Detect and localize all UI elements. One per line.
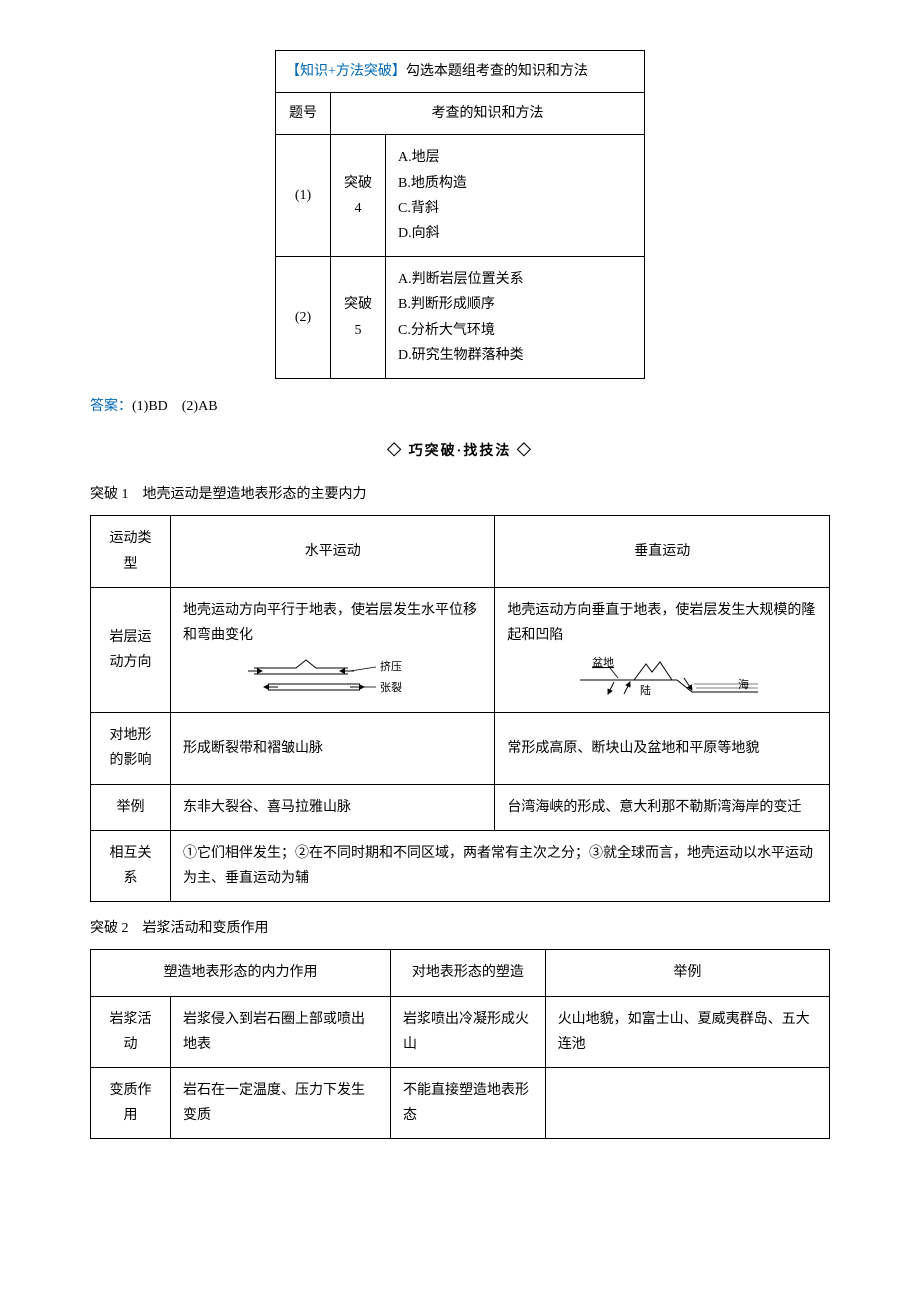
b1-col2: 水平运动: [171, 516, 495, 587]
b2-magma-label: 岩浆活动: [91, 996, 171, 1067]
col-header-method: 考查的知识和方法: [331, 93, 645, 135]
compress-label: 挤压: [380, 659, 402, 673]
section-title-text: 巧突破·找技法: [409, 444, 512, 459]
col-header-num: 题号: [276, 93, 331, 135]
knowledge-header-text: 勾选本题组考查的知识和方法: [406, 64, 588, 79]
basin-label: 盆地: [592, 655, 614, 669]
section-title: ◇ 巧突破·找技法 ◇: [90, 439, 830, 464]
b2-meta-desc: 岩石在一定温度、压力下发生变质: [171, 1067, 391, 1138]
r2-opt-d-text: 研究生物群落种类: [412, 348, 524, 363]
r1-opt-a-letter: A.: [398, 150, 412, 165]
b1-example-horiz: 东非大裂谷、喜马拉雅山脉: [171, 784, 495, 830]
horizontal-movement-diagram-icon: 挤压 张裂: [248, 654, 418, 698]
r2-opt-c-text: 分析大气环境: [411, 323, 495, 338]
row2-num: (2): [276, 257, 331, 379]
b2-col3: 举例: [545, 950, 829, 996]
knowledge-label: 【知识+方法突破】: [286, 64, 406, 79]
b1-col1: 运动类型: [91, 516, 171, 587]
b1-col3: 垂直运动: [495, 516, 830, 587]
r2-opt-c-letter: C.: [398, 323, 411, 338]
diamond-right-icon: ◇: [517, 444, 533, 459]
row2-break: 突破 5: [331, 257, 386, 379]
vertical-movement-diagram-icon: 盆地 陆 海: [562, 654, 762, 698]
r1-opt-d-letter: D.: [398, 226, 412, 241]
b2-magma-shape: 岩浆喷出冷凝形成火山: [391, 996, 546, 1067]
b1-effect-vert: 常形成高原、断块山及盆地和平原等地貌: [495, 713, 830, 784]
table1-header: 【知识+方法突破】勾选本题组考查的知识和方法: [276, 51, 645, 93]
b1-example-vert: 台湾海峡的形成、意大利那不勒斯湾海岸的变迁: [495, 784, 830, 830]
answer-content: (1)BD (2)AB: [132, 399, 218, 414]
b2-magma-example: 火山地貌，如富士山、夏威夷群岛、五大连池: [545, 996, 829, 1067]
r2-opt-a-letter: A.: [398, 272, 412, 287]
r2-opt-a-text: 判断岩层位置关系: [412, 272, 524, 287]
answer-line: 答案：(1)BD (2)AB: [90, 394, 830, 419]
answer-label: 答案：: [90, 399, 132, 414]
r1-opt-a-text: 地层: [412, 150, 440, 165]
b2-meta-label: 变质作用: [91, 1067, 171, 1138]
b1-relation-text: ①它们相伴发生；②在不同时期和不同区域，两者常有主次之分；③就全球而言，地壳运动…: [171, 830, 830, 901]
row1-break: 突破 4: [331, 135, 386, 257]
b1-direction-horiz-text: 地壳运动方向平行于地表，使岩层发生水平位移和弯曲变化: [183, 598, 482, 648]
r1-opt-c-text: 背斜: [411, 201, 439, 216]
b1-direction-label: 岩层运动方向: [91, 587, 171, 712]
row1-num: (1): [276, 135, 331, 257]
b1-direction-vert: 地壳运动方向垂直于地表，使岩层发生大规模的隆起和凹陷 盆地: [495, 587, 830, 712]
diamond-left-icon: ◇: [387, 444, 403, 459]
r1-opt-b-letter: B.: [398, 176, 411, 191]
break1-title: 突破 1 地壳运动是塑造地表形态的主要内力: [90, 482, 830, 507]
b1-direction-horiz: 地壳运动方向平行于地表，使岩层发生水平位移和弯曲变化: [171, 587, 495, 712]
land-label: 陆: [640, 683, 651, 697]
b2-col2: 对地表形态的塑造: [391, 950, 546, 996]
r1-opt-c-letter: C.: [398, 201, 411, 216]
b2-meta-shape: 不能直接塑造地表形态: [391, 1067, 546, 1138]
b1-effect-label: 对地形的影响: [91, 713, 171, 784]
r2-opt-b-letter: B.: [398, 297, 411, 312]
row1-options: A.地层 B.地质构造 C.背斜 D.向斜: [386, 135, 645, 257]
sea-label: 海: [738, 677, 749, 691]
b2-meta-example: [545, 1067, 829, 1138]
b2-col1: 塑造地表形态的内力作用: [91, 950, 391, 996]
b1-direction-vert-text: 地壳运动方向垂直于地表，使岩层发生大规模的隆起和凹陷: [507, 598, 817, 648]
b2-magma-desc: 岩浆侵入到岩石圈上部或喷出地表: [171, 996, 391, 1067]
b1-relation-label: 相互关系: [91, 830, 171, 901]
knowledge-method-table: 【知识+方法突破】勾选本题组考查的知识和方法 题号 考查的知识和方法 (1) 突…: [275, 50, 645, 379]
b1-effect-horiz: 形成断裂带和褶皱山脉: [171, 713, 495, 784]
r2-opt-d-letter: D.: [398, 348, 412, 363]
r1-opt-d-text: 向斜: [412, 226, 440, 241]
row2-options: A.判断岩层位置关系 B.判断形成顺序 C.分析大气环境 D.研究生物群落种类: [386, 257, 645, 379]
break2-table: 塑造地表形态的内力作用 对地表形态的塑造 举例 岩浆活动 岩浆侵入到岩石圈上部或…: [90, 949, 830, 1139]
break1-table: 运动类型 水平运动 垂直运动 岩层运动方向 地壳运动方向平行于地表，使岩层发生水…: [90, 515, 830, 902]
break2-title: 突破 2 岩浆活动和变质作用: [90, 916, 830, 941]
tension-label: 张裂: [380, 681, 402, 694]
r2-opt-b-text: 判断形成顺序: [411, 297, 495, 312]
r1-opt-b-text: 地质构造: [411, 176, 467, 191]
b1-example-label: 举例: [91, 784, 171, 830]
